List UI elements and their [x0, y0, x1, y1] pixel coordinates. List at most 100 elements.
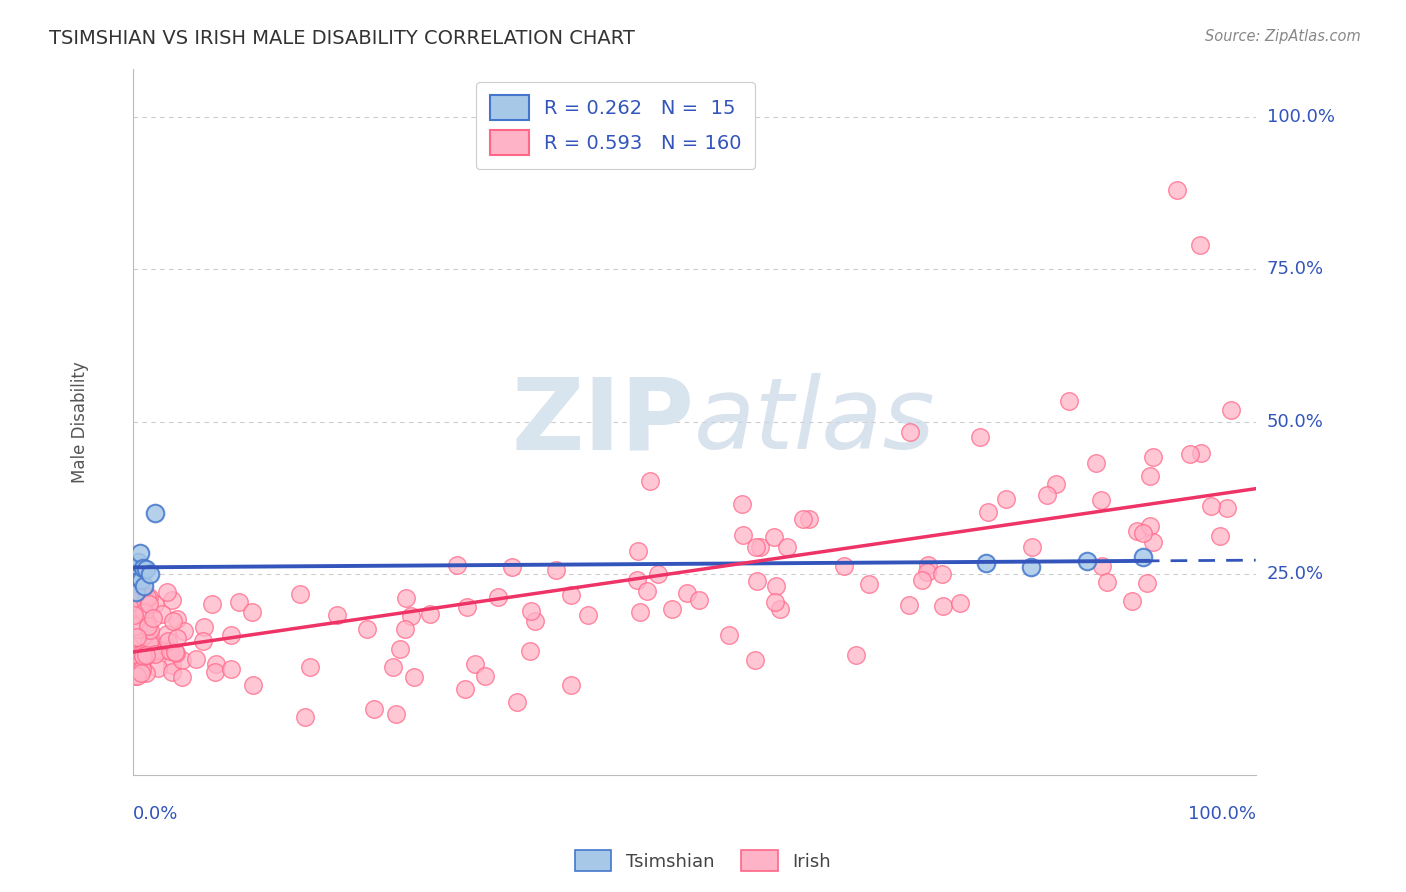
Point — [134, 593, 156, 607]
Point — [170, 653, 193, 667]
Point — [166, 612, 188, 626]
Text: 25.0%: 25.0% — [1267, 565, 1324, 583]
Point — [647, 566, 669, 581]
Point — [288, 587, 311, 601]
Point — [456, 599, 478, 614]
Point — [135, 665, 157, 680]
Text: 50.0%: 50.0% — [1267, 413, 1323, 431]
Point — [744, 653, 766, 667]
Point — [124, 647, 146, 661]
Point — [135, 591, 157, 605]
Point — [1139, 519, 1161, 533]
Point — [132, 585, 155, 599]
Text: atlas: atlas — [695, 373, 936, 470]
Point — [143, 597, 166, 611]
Point — [125, 669, 148, 683]
Point — [519, 604, 541, 618]
Point — [546, 563, 568, 577]
Point — [156, 626, 179, 640]
Point — [139, 634, 162, 648]
Point — [799, 512, 821, 526]
Point — [125, 619, 148, 633]
Point — [1142, 450, 1164, 464]
Point — [138, 618, 160, 632]
Point — [974, 556, 997, 570]
Point — [186, 652, 208, 666]
Point — [765, 579, 787, 593]
Point — [131, 647, 153, 661]
Point — [385, 707, 408, 722]
Point — [676, 586, 699, 600]
Point — [501, 560, 523, 574]
Point — [132, 561, 155, 575]
Point — [1095, 575, 1118, 590]
Point — [576, 608, 599, 623]
Point — [1121, 594, 1143, 608]
Point — [1045, 476, 1067, 491]
Point — [204, 665, 226, 679]
Point — [969, 430, 991, 444]
Point — [1132, 549, 1154, 564]
Point — [389, 642, 412, 657]
Point — [143, 647, 166, 661]
Point — [160, 665, 183, 680]
Point — [124, 600, 146, 615]
Point — [150, 642, 173, 657]
Point — [124, 607, 146, 622]
Point — [792, 512, 814, 526]
Point — [1084, 456, 1107, 470]
Point — [135, 648, 157, 663]
Point — [127, 648, 149, 663]
Point — [1216, 501, 1239, 516]
Point — [122, 594, 145, 608]
Point — [162, 614, 184, 628]
Point — [688, 593, 710, 607]
Point — [124, 558, 146, 572]
Point — [394, 623, 416, 637]
Point — [143, 643, 166, 657]
Point — [1021, 540, 1043, 554]
Text: 0.0%: 0.0% — [134, 805, 179, 823]
Point — [1132, 525, 1154, 540]
Point — [446, 558, 468, 572]
Point — [122, 570, 145, 584]
Point — [382, 660, 405, 674]
Point — [146, 661, 169, 675]
Point — [1126, 524, 1149, 539]
Point — [124, 669, 146, 683]
Point — [129, 632, 152, 646]
Point — [132, 605, 155, 619]
Point — [661, 602, 683, 616]
Point — [129, 665, 152, 680]
Point — [124, 598, 146, 612]
Point — [125, 630, 148, 644]
Point — [486, 590, 509, 604]
Point — [763, 595, 786, 609]
Point — [363, 702, 385, 716]
Point — [134, 579, 156, 593]
Point — [627, 543, 650, 558]
Point — [163, 644, 186, 658]
Point — [402, 670, 425, 684]
Point — [745, 574, 768, 588]
Point — [731, 497, 754, 511]
Point — [931, 599, 953, 613]
Point — [832, 558, 855, 573]
Point — [139, 566, 162, 581]
Point — [165, 646, 187, 660]
Point — [845, 648, 868, 663]
Point — [228, 594, 250, 608]
Point — [917, 558, 939, 573]
Point — [638, 474, 661, 488]
Point — [127, 590, 149, 604]
Text: TSIMSHIAN VS IRISH MALE DISABILITY CORRELATION CHART: TSIMSHIAN VS IRISH MALE DISABILITY CORRE… — [49, 29, 636, 47]
Point — [132, 629, 155, 643]
Point — [745, 541, 768, 555]
Text: ZIP: ZIP — [512, 373, 695, 470]
Point — [464, 657, 486, 671]
Point — [156, 634, 179, 648]
Point — [931, 567, 953, 582]
Point — [131, 651, 153, 665]
Point — [401, 609, 423, 624]
Point — [145, 506, 167, 520]
